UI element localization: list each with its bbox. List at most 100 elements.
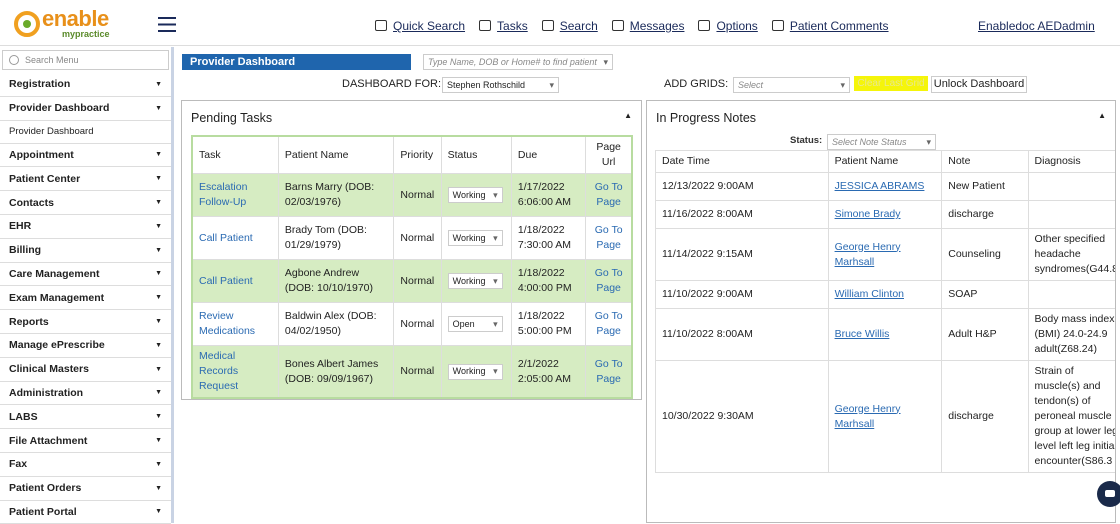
patient-link[interactable]: JESSICA ABRAMS (834, 180, 925, 192)
text: Normal (400, 317, 435, 330)
status-select[interactable]: Working (447, 363, 503, 380)
cell: 1/18/2022 4:00:00 PM (510, 259, 587, 303)
link[interactable]: Go To Page (594, 357, 623, 385)
menu-item[interactable]: Fax (0, 453, 171, 477)
menu-item[interactable]: Patient Orders (0, 477, 171, 501)
unlock-button[interactable]: Unlock Dashboard (931, 76, 1027, 93)
cell: discharge (941, 200, 1029, 229)
menu-label[interactable]: Manage ePrescribe (9, 339, 105, 352)
menu-label[interactable]: EHR (9, 220, 32, 233)
menu-label[interactable]: Patient Portal (9, 505, 77, 518)
nav-item[interactable]: Messages (611, 19, 685, 33)
menu-item[interactable]: Clinical Masters (0, 358, 171, 382)
column-header: Patient Name (827, 150, 943, 173)
cell: Strain of muscle(s) and tendon(s) of per… (1027, 360, 1115, 473)
cell: JESSICA ABRAMS (827, 172, 943, 201)
cell: Open (440, 302, 512, 346)
menu-label[interactable]: Billing (9, 244, 42, 257)
cell: Go To Page (585, 302, 633, 346)
menu-label[interactable]: Exam Management (9, 291, 105, 304)
menu-toggle[interactable] (158, 17, 176, 32)
link[interactable]: Call Patient (199, 231, 253, 244)
nav-icon (479, 20, 492, 31)
cell: Go To Page (585, 345, 633, 399)
status-select[interactable]: Working (447, 230, 503, 246)
menu-label[interactable]: LABS (9, 410, 38, 423)
nav-label[interactable]: Messages (629, 19, 685, 33)
nav-label[interactable]: Search (559, 19, 598, 33)
menu-label[interactable]: Administration (9, 386, 84, 399)
menu-item[interactable]: Patient Portal (0, 501, 171, 524)
status-select[interactable]: Working (447, 187, 503, 203)
clear-grid-button[interactable]: Clear Last Grid (854, 76, 928, 91)
provider-select[interactable]: Stephen Rothschild (442, 77, 559, 93)
menu-item[interactable]: Exam Management (0, 286, 171, 311)
menu-item[interactable]: Provider Dashboard (0, 97, 171, 121)
menu-item[interactable]: LABS (0, 405, 171, 430)
menu-item[interactable]: Manage ePrescribe (0, 334, 171, 358)
menu-search[interactable]: Search Menu (2, 50, 169, 70)
chat-button[interactable] (1096, 480, 1120, 508)
menu-label[interactable]: Patient Orders (9, 482, 82, 495)
link[interactable]: Go To Page (594, 181, 623, 208)
menu-item[interactable]: Contacts (0, 191, 171, 215)
patient-search[interactable]: Type Name, DOB or Home# to find patient (423, 54, 613, 70)
menu-label[interactable]: Care Management (9, 267, 100, 280)
menu-item[interactable]: Appointment (0, 144, 171, 168)
menu-label[interactable]: Appointment (9, 148, 74, 161)
nav-item[interactable]: Options (698, 19, 758, 33)
cell: 11/14/2022 9:15AM (655, 228, 829, 281)
nav-label[interactable]: Patient Comments (789, 19, 889, 33)
link[interactable]: Go To Page (594, 224, 623, 251)
menu-item[interactable]: Reports (0, 310, 171, 334)
cell: Normal (393, 216, 442, 260)
menu-label[interactable]: Provider Dashboard (9, 102, 110, 115)
menu-item[interactable]: Administration (0, 382, 171, 406)
cell: 11/16/2022 8:00AM (655, 200, 829, 229)
panel-title: In Progress Notes (656, 111, 757, 125)
status-select[interactable]: Working (447, 273, 503, 289)
status-select[interactable]: Select Note Status (827, 134, 936, 150)
user-name[interactable]: Enabledoc AEDadmin (978, 19, 1095, 33)
menu-item[interactable]: Patient Center (0, 167, 171, 192)
link[interactable]: Medical Records Request (199, 350, 239, 392)
link[interactable]: Go To Page (594, 267, 623, 294)
nav-item[interactable]: Quick Search (375, 19, 465, 33)
link[interactable]: Review Medications (199, 310, 256, 337)
menu-label[interactable]: Reports (9, 315, 49, 328)
menu-item[interactable]: Care Management (0, 263, 171, 287)
link[interactable]: Escalation Follow-Up (199, 181, 248, 208)
patient-link[interactable]: George Henry Marhsall (834, 240, 901, 268)
menu-label[interactable]: Registration (9, 78, 71, 91)
nav-label[interactable]: Options (716, 19, 758, 33)
menu-item[interactable]: EHR (0, 215, 171, 239)
cell: Brady Tom (DOB: 01/29/1979) (277, 216, 395, 260)
status-select[interactable]: Open (447, 316, 503, 332)
link[interactable]: Go To Page (594, 310, 623, 337)
menu-item[interactable]: Registration (0, 73, 171, 97)
menu-label[interactable]: Patient Center (9, 172, 81, 185)
nav-item[interactable]: Tasks (479, 19, 528, 33)
patient-link[interactable]: William Clinton (834, 288, 904, 300)
nav-item[interactable]: Patient Comments (771, 19, 889, 33)
cell: Normal (393, 345, 442, 399)
menu-label[interactable]: File Attachment (9, 434, 88, 447)
patient-link[interactable]: Simone Brady (834, 208, 901, 220)
link[interactable]: Call Patient (199, 274, 253, 287)
add-grids-select[interactable]: Select (733, 77, 850, 93)
nav-item[interactable]: Search (541, 19, 598, 33)
menu-item[interactable]: Billing (0, 239, 171, 263)
menu-label[interactable]: Contacts (9, 196, 54, 209)
nav-icon (375, 20, 387, 31)
cell: Escalation Follow-Up (191, 173, 279, 217)
nav-label[interactable]: Tasks (497, 19, 528, 33)
submenu-item[interactable]: Provider Dashboard (0, 121, 171, 144)
menu-item[interactable]: File Attachment (0, 429, 171, 453)
patient-link[interactable]: George Henry Marhsall (834, 402, 901, 430)
menu-label[interactable]: Clinical Masters (9, 363, 89, 376)
nav-icon (771, 20, 784, 31)
patient-link[interactable]: Bruce Willis (834, 328, 890, 340)
nav-label[interactable]: Quick Search (393, 19, 466, 33)
menu-label[interactable]: Fax (9, 458, 28, 471)
task-row: Medical Records Request Bones Albert Jame… (191, 345, 633, 399)
